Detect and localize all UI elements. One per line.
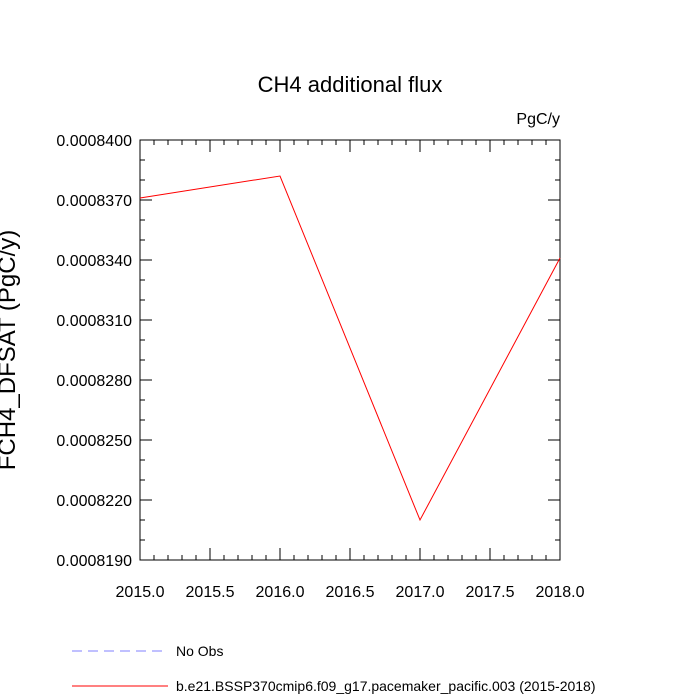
x-tick-label: 2018.0	[536, 584, 585, 601]
units-label: PgC/y	[516, 111, 560, 128]
y-tick-label: 0.0008280	[56, 373, 132, 390]
x-axis: 2015.0 2015.5 2016.0 2016.5 2017.0 2017.5 2018…	[116, 140, 585, 601]
y-axis-label: FCH4_DFSAT (PgC/y)	[0, 230, 21, 470]
chart-title: CH4 additional flux	[258, 72, 443, 97]
legend: No Obs b.e21.BSSP370cmip6.f09_g17.pacemak…	[72, 643, 596, 694]
x-tick-label: 2015.5	[186, 584, 235, 601]
y-tick-label: 0.0008190	[56, 553, 132, 570]
y-tick-label: 0.0008250	[56, 433, 132, 450]
x-tick-label: 2016.5	[326, 584, 375, 601]
y-tick-label: 0.0008400	[56, 133, 132, 150]
y-tick-label: 0.0008370	[56, 193, 132, 210]
series-group	[139, 175, 561, 522]
x-tick-label: 2017.5	[466, 584, 515, 601]
x-tick-label: 2016.0	[256, 584, 305, 601]
plot-frame	[139, 139, 561, 561]
series-line	[139, 175, 561, 522]
y-tick-label: 0.0008220	[56, 493, 132, 510]
legend-label: b.e21.BSSP370cmip6.f09_g17.pacemaker_pac…	[176, 678, 596, 694]
y-tick-label: 0.0008340	[56, 253, 132, 270]
y-tick-label: 0.0008310	[56, 313, 132, 330]
x-tick-label: 2015.0	[116, 584, 165, 601]
y-axis: 0.0008190 0.0008220 0.0008250 0.0008280 0.00…	[56, 133, 560, 570]
x-tick-label: 2017.0	[396, 584, 445, 601]
legend-label: No Obs	[176, 643, 223, 659]
